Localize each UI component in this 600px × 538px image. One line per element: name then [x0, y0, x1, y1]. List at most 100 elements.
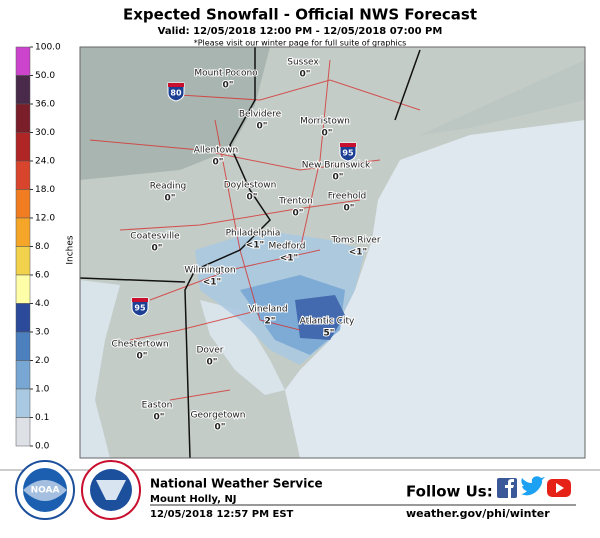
city-name: Morristown — [300, 117, 350, 127]
map-frame — [79, 46, 586, 459]
long-island — [420, 60, 585, 135]
legend-band — [15, 417, 31, 447]
legend-band — [15, 189, 31, 219]
nws-emblem — [96, 480, 126, 500]
legend-band — [15, 331, 31, 361]
map: Mount Pocono 0" Sussex 0" Belvidere 0" Morrist… — [79, 46, 586, 459]
legend-band — [15, 246, 31, 276]
issued: 12/05/2018 12:57 PM EST — [150, 509, 294, 520]
legend-band — [15, 160, 31, 190]
shield-top — [132, 298, 148, 302]
city-name: Wilmington — [184, 266, 235, 276]
snow-amount: <1" — [349, 248, 368, 258]
follow-us: Follow Us: — [406, 483, 493, 501]
shield-top — [340, 143, 356, 147]
city-name: Vineland — [248, 305, 287, 315]
snow-amount: 0" — [215, 423, 226, 433]
city-name: Doylestown — [224, 181, 277, 191]
legend-band — [15, 360, 31, 390]
interstate-shield — [167, 82, 185, 102]
snow-amount: 0" — [137, 352, 148, 362]
city-name: Atlantic City — [300, 317, 355, 327]
snow-amount: <1" — [203, 278, 222, 288]
snow-amount: 0" — [223, 81, 234, 91]
snow-amount: 0" — [152, 244, 163, 254]
city-name: New Brunswick — [302, 161, 371, 171]
delaware-bay — [200, 300, 285, 395]
city-name: Georgetown — [191, 411, 246, 421]
legend-band — [15, 274, 31, 304]
state-borders — [79, 47, 421, 459]
city-name: Easton — [142, 401, 173, 411]
twitter-icon[interactable] — [521, 476, 545, 496]
legend-band — [15, 46, 31, 76]
city-name: Philadelphia — [226, 229, 281, 239]
note: *Please visit our winter page for full s… — [194, 39, 407, 48]
interstate-number: 95 — [342, 149, 354, 158]
city-name: Reading — [150, 182, 187, 192]
snow-amount: 2" — [265, 317, 276, 327]
facebook-glyph — [505, 479, 514, 498]
legend-label: 50.0 — [35, 71, 55, 81]
legend-band — [15, 303, 31, 333]
legend-band — [15, 103, 31, 133]
valid-time: Valid: 12/05/2018 12:00 PM - 12/05/2018 … — [158, 26, 443, 37]
legend-label: 4.0 — [35, 299, 50, 309]
snow-amount: 0" — [257, 122, 268, 132]
legend-label: 100.0 — [35, 43, 61, 53]
snow-amount: 0" — [300, 70, 311, 80]
snow-amount: 0" — [322, 129, 333, 139]
noaa-gull — [23, 480, 67, 501]
ocean — [285, 120, 585, 458]
snow-amount: <1" — [280, 254, 299, 264]
snow-amount: 0" — [293, 209, 304, 219]
shield-top — [168, 83, 184, 87]
legend-band — [15, 75, 31, 105]
legend-band — [15, 132, 31, 162]
legend-label: 24.0 — [35, 157, 55, 167]
snow-amount: 0" — [207, 358, 218, 368]
noaa-text: NOAA — [31, 486, 60, 496]
city-name: Toms River — [330, 236, 380, 246]
legend-band — [15, 388, 31, 418]
legend-label: 8.0 — [35, 242, 50, 252]
legend-label: 6.0 — [35, 271, 50, 281]
city-name: Coatesville — [130, 232, 180, 242]
city-name: Chestertown — [111, 340, 168, 350]
city-name: Dover — [197, 346, 224, 356]
legend-label: 2.0 — [35, 356, 50, 366]
city-name: Medford — [269, 242, 306, 252]
city-name: Mount Pocono — [194, 69, 258, 79]
url[interactable]: weather.gov/phi/winter — [406, 507, 550, 520]
legend-label: 18.0 — [35, 185, 55, 195]
snow-amount: 0" — [247, 193, 258, 203]
title: Expected Snowfall - Official NWS Forecas… — [123, 6, 477, 24]
interstate-shield — [339, 142, 357, 162]
agency: National Weather Service — [150, 477, 323, 491]
snow-amount: 5" — [324, 329, 335, 339]
legend-label: 12.0 — [35, 214, 55, 224]
snow-4in — [295, 295, 345, 340]
noaa-logo: NOAA — [15, 460, 75, 520]
city-name: Allentown — [194, 146, 239, 156]
legend-label: 30.0 — [35, 128, 55, 138]
office: Mount Holly, NJ — [150, 494, 237, 505]
legend-label: 0.1 — [35, 413, 49, 423]
interstate-number: 80 — [170, 89, 182, 98]
city-name: Sussex — [287, 58, 319, 68]
interstate-shield — [131, 297, 149, 317]
snow-amount: 0" — [165, 194, 176, 204]
snow-amount: 0" — [213, 158, 224, 168]
roads — [89, 59, 421, 401]
snow-amount: 0" — [333, 173, 344, 183]
chesapeake-bay — [80, 280, 120, 458]
highlands — [80, 47, 270, 180]
legend-label: 3.0 — [35, 328, 50, 338]
legend-label: 1.0 — [35, 385, 50, 395]
legend-band — [15, 217, 31, 247]
city-name: Belvidere — [239, 110, 282, 120]
city-name: Trenton — [278, 197, 313, 207]
nws-logo — [81, 460, 141, 520]
city-name: Freehold — [328, 192, 367, 202]
